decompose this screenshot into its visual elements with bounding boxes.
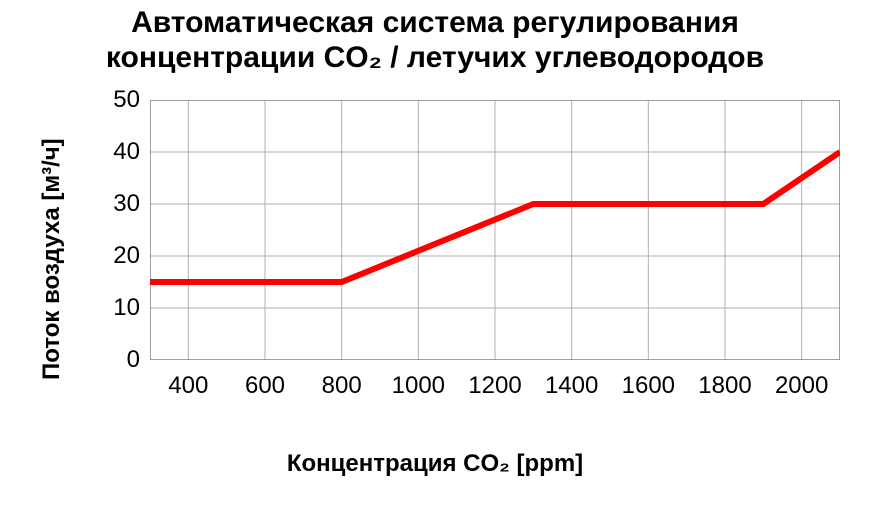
y-tick-label: 50 <box>113 86 140 114</box>
y-tick-label: 0 <box>127 346 140 374</box>
y-tick-label: 30 <box>113 190 140 218</box>
x-tick-label: 2000 <box>762 372 842 400</box>
x-tick-label: 600 <box>225 372 305 400</box>
chart-title-line1: Автоматическая система регулирования <box>131 6 739 39</box>
x-tick-label: 400 <box>148 372 228 400</box>
x-tick-label: 1400 <box>532 372 612 400</box>
x-tick-label: 1600 <box>608 372 688 400</box>
x-tick-label: 1000 <box>378 372 458 400</box>
x-tick-label: 1200 <box>455 372 535 400</box>
chart-title: Автоматическая система регулирования кон… <box>0 6 870 75</box>
x-tick-label: 1800 <box>685 372 765 400</box>
y-tick-label: 20 <box>113 242 140 270</box>
x-tick-label: 800 <box>302 372 382 400</box>
chart-plot-area <box>150 100 840 360</box>
chart-title-line2: концентрации CO₂ / летучих углеводородов <box>106 41 764 74</box>
x-axis-label: Концентрация CO₂ [ppm] <box>0 450 870 478</box>
y-tick-label: 40 <box>113 138 140 166</box>
y-tick-label: 10 <box>113 294 140 322</box>
y-axis-label: Поток воздуха [м³/ч] <box>38 138 66 380</box>
